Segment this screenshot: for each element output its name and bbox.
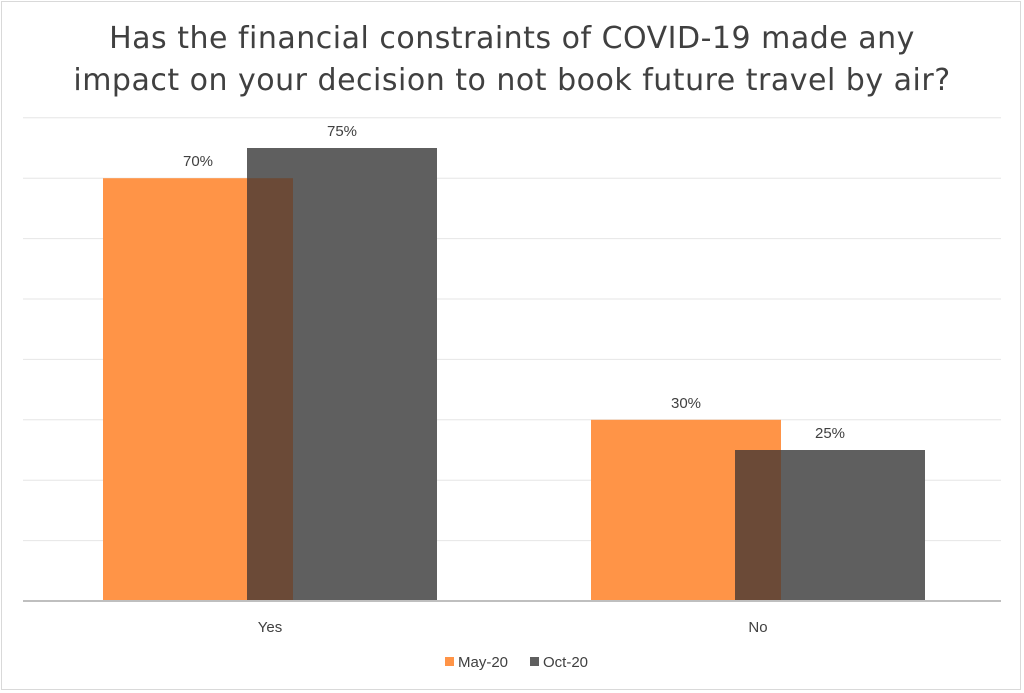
category-label-no: No: [748, 619, 767, 636]
data-label-oct-20-yes: 75%: [327, 123, 357, 140]
bars: [103, 148, 925, 601]
data-label-may-20-yes: 70%: [183, 153, 213, 170]
category-label-yes: Yes: [258, 619, 282, 636]
legend-label-oct-20: Oct-20: [543, 654, 588, 671]
data-label-oct-20-no: 25%: [815, 425, 845, 442]
legend: May-20 Oct-20: [445, 654, 588, 671]
legend-label-may-20: May-20: [458, 654, 508, 671]
legend-swatch-may-20: [445, 657, 454, 666]
data-labels: 70% 75% 30% 25%: [183, 123, 845, 442]
data-label-may-20-no: 30%: [671, 395, 701, 412]
chart-title-line-1: Has the financial constraints of COVID-1…: [109, 21, 915, 56]
chart-title-line-2: impact on your decision to not book futu…: [73, 63, 951, 98]
category-labels: Yes No: [258, 619, 768, 636]
bar-overlap-yes: [247, 178, 293, 601]
bar-overlap-no: [735, 450, 781, 601]
chart-title: Has the financial constraints of COVID-1…: [0, 18, 1024, 102]
legend-swatch-oct-20: [530, 657, 539, 666]
